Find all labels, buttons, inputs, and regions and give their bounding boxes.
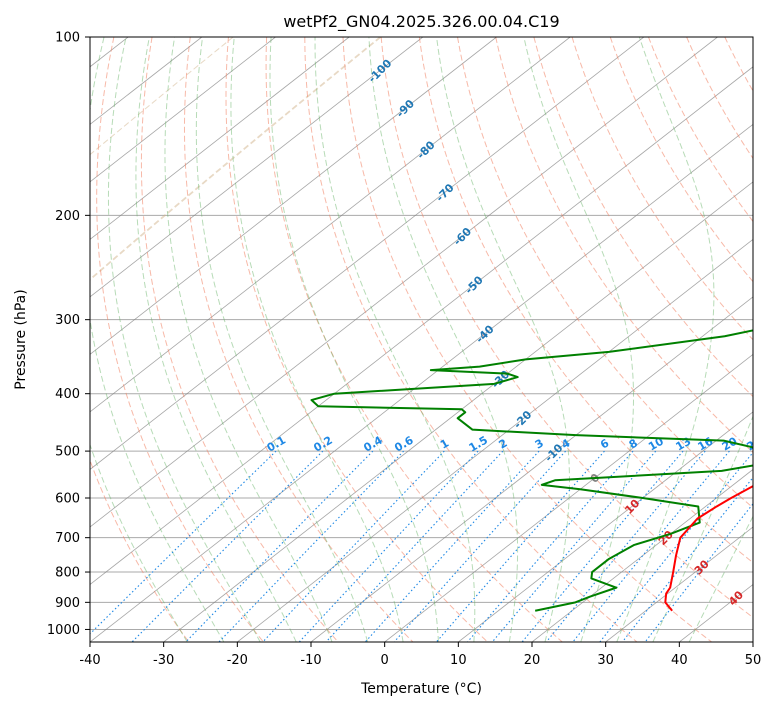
dry-adiabat (140, 37, 339, 642)
mixing-ratio-line (599, 451, 753, 642)
isotherm-line (90, 123, 753, 642)
y-tick-label: 400 (55, 387, 80, 402)
mixing-ratio-line (90, 450, 277, 635)
moist-adiabat (90, 443, 188, 642)
dry-adiabat (90, 459, 190, 642)
isotherm-line (384, 353, 753, 642)
isotherm-line (90, 37, 424, 298)
mixing-ratio-line (325, 450, 504, 642)
sounding-profiles (310, 329, 753, 612)
y-tick-label: 1000 (47, 623, 80, 638)
y-tick-label: 200 (55, 209, 80, 224)
x-tick-label: 10 (450, 653, 467, 668)
mixing-ratio-line (393, 450, 567, 642)
plot-frame (89, 36, 754, 643)
moist-adiabat (107, 37, 261, 642)
x-tick-label: -20 (227, 653, 248, 668)
dewpoint-profile-line (310, 329, 753, 612)
isotherm-line (90, 66, 753, 585)
dry-adiabat (457, 37, 753, 509)
isotherm-line (237, 238, 753, 642)
y-tick-label: 700 (55, 531, 80, 546)
moist-adiabat (90, 37, 225, 642)
y-tick-label: 900 (55, 596, 80, 611)
isotherm-line (458, 411, 753, 642)
dry-adiabat (380, 37, 753, 619)
dry-adiabat (265, 37, 563, 642)
y-tick-label: 100 (55, 31, 80, 46)
x-tick-label: -30 (153, 653, 174, 668)
mixing-ratio-line (572, 450, 730, 642)
y-tick-label: 300 (55, 313, 80, 328)
isotherm-line (531, 468, 753, 642)
mixing-ratio-line (218, 450, 405, 642)
x-tick-label: 40 (671, 653, 688, 668)
dry-adiabat (96, 37, 264, 642)
x-tick-label: 0 (381, 653, 389, 668)
mixing-ratio-line (521, 450, 684, 642)
mixing-ratio-line (545, 450, 706, 642)
x-tick-label: -40 (79, 653, 100, 668)
mixing-ratio-label: 25 (744, 435, 764, 454)
moist-adiabat (269, 37, 439, 642)
dry-adiabat (342, 37, 712, 642)
mixing-ratio-line (262, 450, 445, 642)
isotherm-line (90, 37, 645, 470)
mixing-ratio-line (131, 450, 324, 642)
y-axis-title: Pressure (hPa) (13, 289, 29, 389)
isotherm-line (90, 37, 350, 240)
isotherm-line (605, 526, 753, 642)
isotherm-line (90, 37, 497, 355)
x-tick-label: 50 (745, 653, 762, 668)
mixing-ratio-line (621, 476, 753, 642)
y-tick-label: 600 (55, 492, 80, 507)
mixing-ratio-line (644, 502, 753, 642)
moist-adiabat (688, 515, 753, 642)
moist-adiabat (652, 415, 753, 642)
moist-adiabat (230, 37, 404, 642)
moist-adiabat (135, 37, 297, 642)
moist-adiabat (616, 37, 715, 642)
dry-adiabat (304, 37, 638, 642)
mixing-ratio-line (364, 450, 540, 642)
y-tick-label: 800 (55, 566, 80, 581)
dry-adiabat (418, 37, 753, 564)
x-tick-label: 20 (524, 653, 541, 668)
mixing-ratio-lines (90, 450, 753, 642)
moist-adiabat (314, 37, 476, 642)
moist-adiabat (164, 37, 333, 642)
moist-adiabat (523, 37, 635, 642)
temperature-profile-line (664, 484, 753, 612)
y-tick-label: 500 (55, 445, 80, 460)
mixing-ratio-line (185, 450, 374, 642)
isotherm-line (90, 37, 276, 183)
x-tick-label: -10 (300, 653, 321, 668)
dry-adiabat (533, 37, 753, 398)
x-axis-ticks: -40 -30 -20 -10 0 10 20 30 40 50 (79, 642, 761, 668)
moist-adiabat (368, 37, 519, 642)
isotherm-line (90, 37, 718, 528)
x-tick-label: 30 (597, 653, 614, 668)
dry-adiabat (183, 37, 414, 642)
chart-title: wetPf2_GN04.2025.326.00.04.C19 (283, 12, 559, 32)
isotherm-line (163, 181, 753, 642)
dry-adiabat-lines (90, 37, 753, 642)
x-axis-title: Temperature (°C) (360, 681, 482, 697)
dry-adiabat (225, 37, 488, 642)
y-axis-ticks: 100 200 300 400 500 600 700 800 900 1000 (47, 31, 90, 638)
